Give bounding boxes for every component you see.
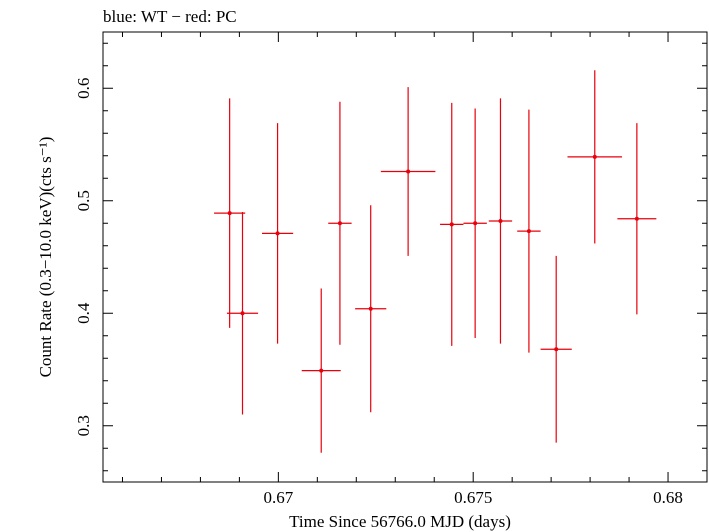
data-point	[567, 70, 623, 244]
y-tick-label: 0.5	[74, 190, 93, 211]
point-marker	[406, 169, 411, 174]
point-marker	[337, 221, 342, 226]
y-tick-label: 0.6	[74, 78, 93, 99]
y-axis-label: Count Rate (0.3−10.0 keV)(cts s⁻¹)	[36, 137, 55, 378]
data-point	[261, 123, 294, 344]
point-marker	[240, 311, 245, 316]
point-marker	[275, 231, 280, 236]
data-point	[617, 123, 657, 315]
axis-ticks	[103, 32, 708, 482]
point-marker	[319, 368, 324, 373]
data-point	[517, 109, 541, 353]
point-marker	[554, 347, 559, 352]
x-tick-label: 0.675	[454, 488, 492, 507]
point-marker	[227, 211, 232, 216]
x-tick-label: 0.68	[653, 488, 683, 507]
data-point	[301, 288, 341, 453]
x-tick-labels: 0.67 0.675 0.68	[263, 488, 682, 507]
data-point	[380, 87, 436, 256]
y-tick-label: 0.4	[74, 302, 93, 324]
data-points	[214, 70, 657, 453]
point-marker	[368, 306, 373, 311]
point-marker	[473, 221, 478, 226]
plot-frame	[102, 31, 708, 483]
data-point	[540, 255, 572, 443]
data-point	[440, 102, 464, 346]
x-axis-label: Time Since 56766.0 MJD (days)	[289, 512, 511, 531]
point-marker	[498, 219, 503, 223]
data-point	[328, 101, 352, 345]
data-point	[355, 205, 387, 413]
point-marker	[634, 216, 639, 221]
data-point	[214, 98, 246, 328]
data-point	[226, 212, 259, 415]
point-marker	[592, 154, 597, 159]
point-marker	[449, 222, 454, 227]
point-marker	[526, 229, 531, 234]
y-tick-label: 0.3	[74, 415, 93, 436]
x-tick-label: 0.67	[263, 488, 293, 507]
data-point	[488, 98, 513, 344]
data-point	[463, 108, 487, 338]
y-tick-labels: 0.3 0.4 0.5 0.6	[74, 78, 93, 437]
chart-header: blue: WT − red: PC	[103, 7, 237, 26]
